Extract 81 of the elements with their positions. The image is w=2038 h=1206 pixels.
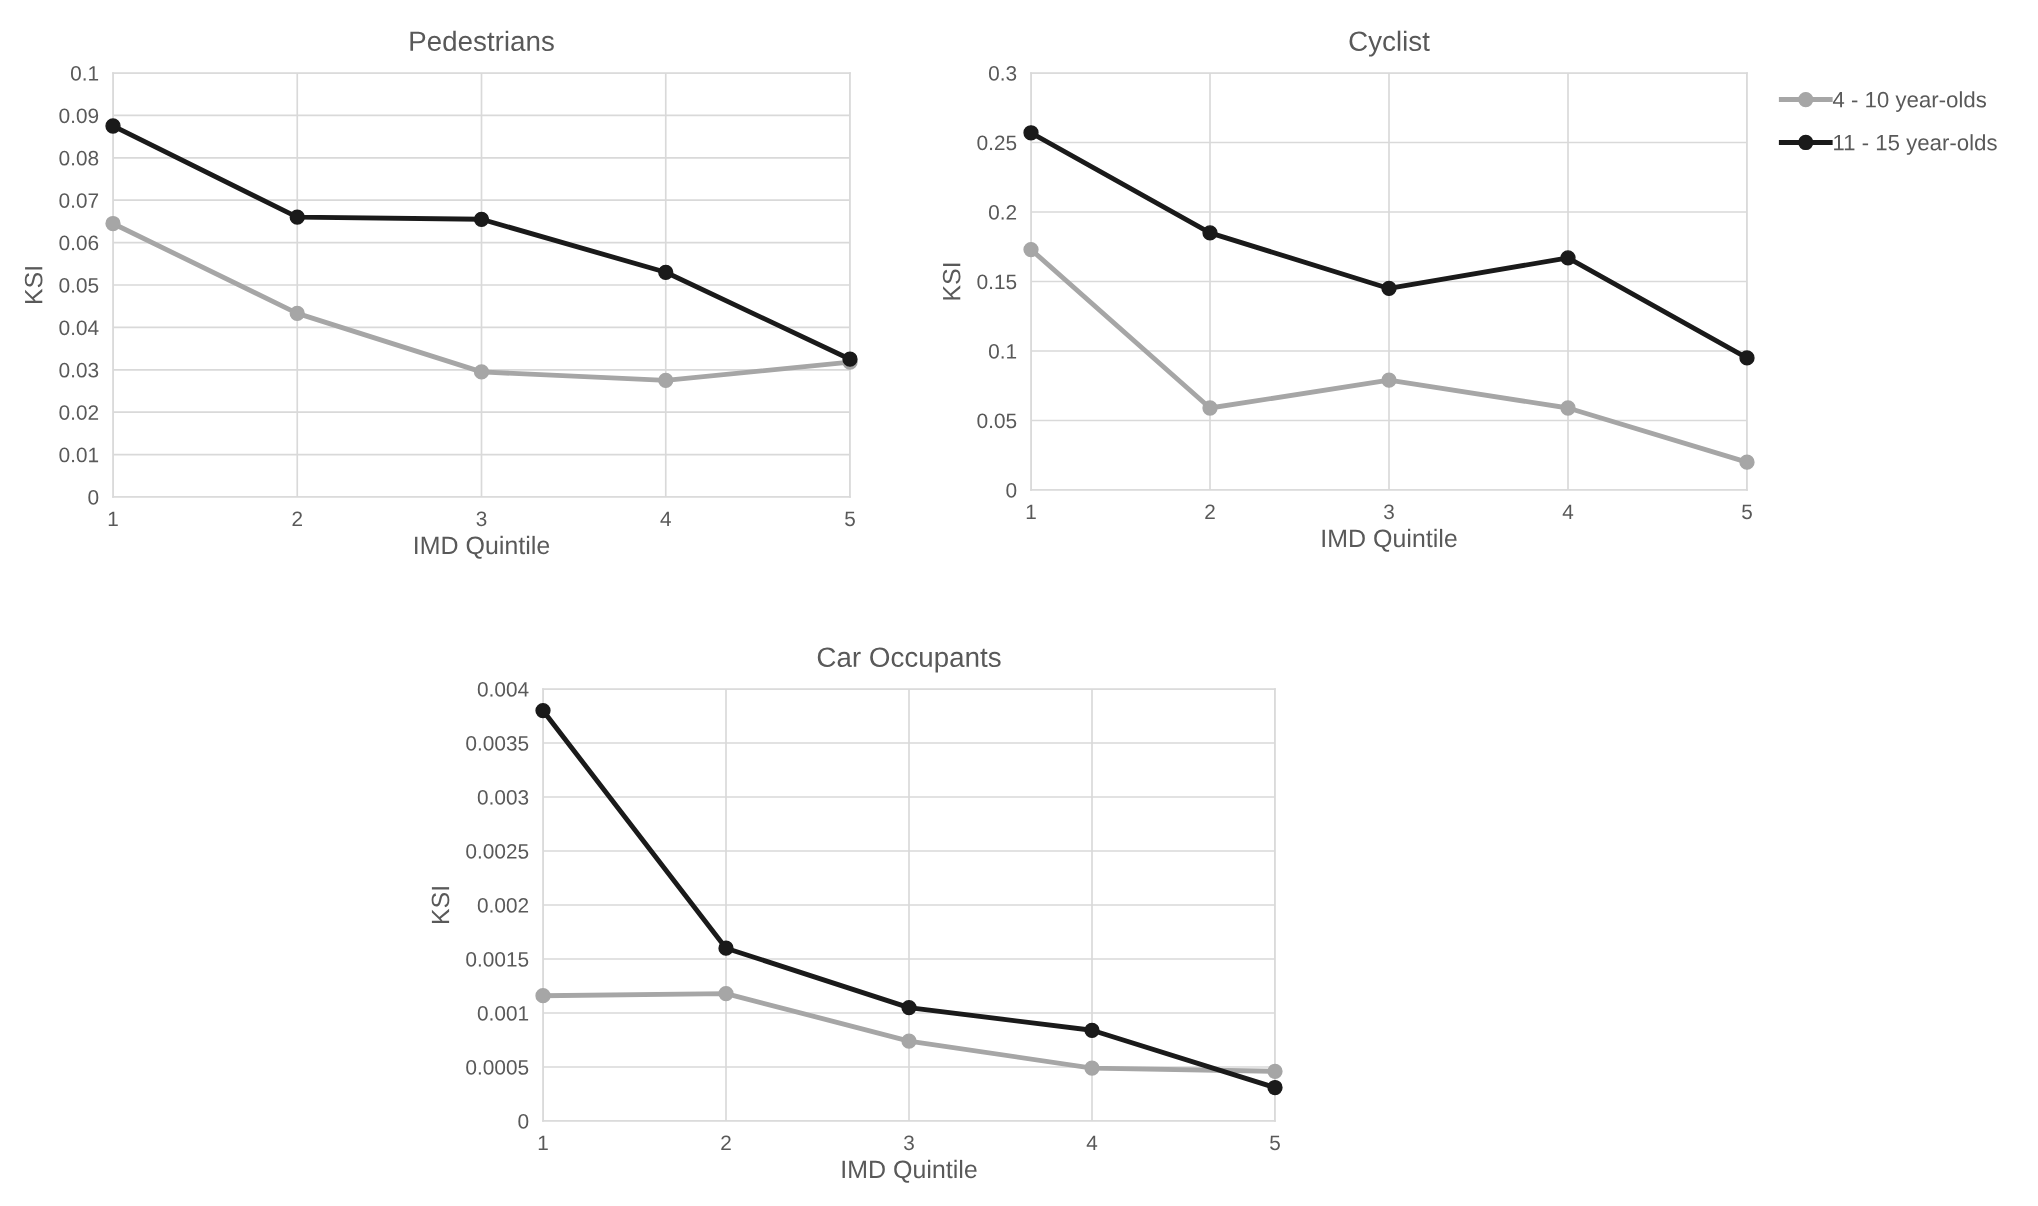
x-tick-label: 4 [660, 511, 671, 526]
y-tick-label: 0.05 [59, 278, 99, 293]
x-tick-label: 4 [1086, 1135, 1098, 1150]
y-axis-title: KSI [431, 887, 450, 924]
x-tick-label: 1 [1026, 504, 1036, 519]
y-tick-label: 0.04 [59, 320, 99, 336]
y-tick-label: 0.09 [59, 108, 99, 124]
point [1084, 1022, 1100, 1038]
point [658, 372, 674, 389]
legend-label: 11 - 15 year-olds [1834, 134, 1997, 155]
point [535, 988, 551, 1004]
y-tick-label: 0 [518, 1114, 529, 1129]
x-tick-label: 4 [1562, 504, 1574, 519]
point [1023, 241, 1039, 258]
point [901, 1033, 917, 1049]
y-tick-label: 0.0015 [466, 952, 529, 967]
y-tick-label: 0 [1006, 483, 1017, 498]
x-tick-label: 2 [721, 1135, 731, 1150]
y-tick-label: 0.06 [59, 235, 99, 251]
chart-title: Pedestrians [410, 30, 554, 52]
y-tick-label: 0.3 [988, 66, 1017, 81]
y-tick-label: 0.004 [477, 682, 529, 697]
y-tick-label: 0.002 [477, 898, 529, 913]
point [658, 264, 674, 280]
point [105, 118, 121, 134]
x-axis-title: IMD Quintile [842, 1159, 977, 1183]
y-tick-label: 0.003 [477, 790, 529, 805]
point [718, 985, 734, 1002]
point [1560, 250, 1576, 266]
point [473, 364, 490, 380]
y-axis-title: KSI [942, 263, 961, 300]
x-tick-label: 1 [538, 1135, 548, 1150]
y-tick-label: 0.0035 [466, 736, 529, 751]
x-tick-label: 5 [1742, 504, 1752, 520]
x-tick-label: 5 [1270, 1135, 1280, 1151]
x-tick-label: 2 [292, 511, 302, 526]
x-axis-title: IMD Quintile [415, 535, 550, 559]
point [1084, 1060, 1100, 1076]
point [1560, 400, 1576, 416]
x-tick-label: 3 [904, 1135, 914, 1151]
y-tick-label: 0.03 [59, 362, 99, 378]
point [289, 305, 305, 322]
point [1739, 350, 1755, 366]
x-tick-label: 3 [476, 511, 487, 527]
legend-label: 4 - 10 year-olds [1832, 91, 1987, 112]
y-tick-label: 0.01 [59, 447, 99, 463]
y-tick-label: 0.2 [988, 205, 1017, 220]
y-tick-label: 0.07 [59, 193, 99, 208]
point [1267, 1063, 1283, 1079]
x-tick-label: 3 [1384, 504, 1394, 520]
y-tick-label: 0.0005 [466, 1060, 529, 1075]
x-axis-title: IMD Quintile [1322, 528, 1457, 552]
point [1267, 1079, 1283, 1096]
chart-title: Car Occupants [817, 647, 1001, 673]
point [1202, 400, 1218, 416]
y-tick-label: 0.25 [977, 135, 1017, 151]
x-tick-label: 1 [108, 511, 118, 526]
y-tick-label: 0.0025 [466, 844, 529, 859]
chart-title: Cyclist [1349, 30, 1430, 57]
point [105, 215, 121, 232]
point [473, 211, 490, 227]
point [1202, 225, 1218, 241]
point [1023, 125, 1039, 141]
point [1381, 372, 1397, 388]
y-tick-label: 0.15 [977, 274, 1017, 290]
point [901, 999, 917, 1016]
point [289, 209, 305, 225]
point [1739, 454, 1755, 470]
x-tick-label: 5 [845, 511, 855, 527]
y-tick-label: 0.1 [70, 66, 99, 81]
y-tick-label: 0.02 [59, 405, 99, 420]
x-tick-label: 2 [1205, 504, 1215, 519]
y-tick-label: 0.08 [59, 150, 99, 166]
y-tick-label: 0.05 [977, 413, 1017, 429]
point [1381, 280, 1397, 297]
y-axis-title: KSI [24, 267, 43, 304]
y-tick-label: 0.1 [988, 344, 1017, 359]
y-tick-label: 0 [88, 490, 99, 505]
y-tick-label: 0.001 [477, 1006, 529, 1021]
point [535, 702, 551, 719]
point [718, 940, 734, 956]
